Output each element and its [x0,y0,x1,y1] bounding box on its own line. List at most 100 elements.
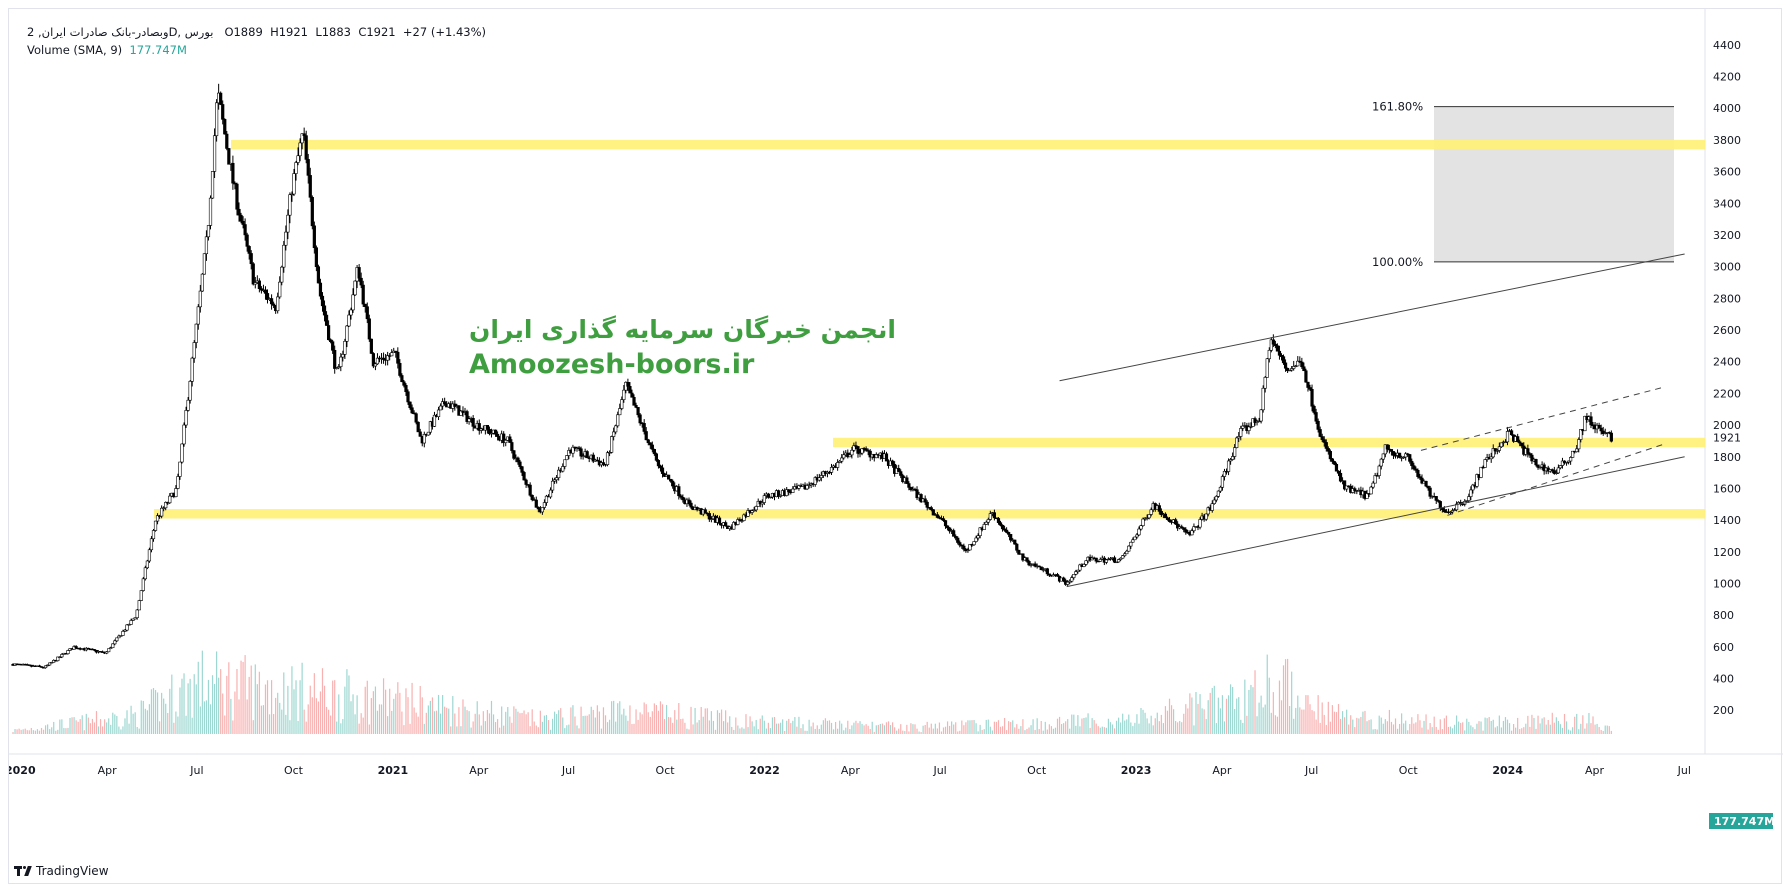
volume-bar [181,678,183,734]
volume-bar [568,724,570,734]
volume-bar [1095,723,1097,734]
candle-body [962,545,966,550]
candle-body [1198,519,1202,528]
x-tick-label: 2023 [1121,764,1152,777]
candle-body [432,414,437,427]
volume-bar [1362,711,1364,734]
candle-body [1127,545,1131,552]
candle-body [654,453,659,461]
volume-bar [191,717,193,734]
volume-bar [1535,728,1537,734]
volume-bar [816,725,818,734]
volume-bar [949,725,951,734]
candle-body [561,466,565,472]
volume-bar [399,692,401,734]
candle-body [1509,430,1514,436]
volume-bar [425,712,427,734]
candle-body [304,135,308,160]
volume-bar [543,715,546,734]
volume-bar [1413,723,1415,734]
candle-body [1147,514,1151,519]
volume-bar [1486,718,1488,734]
volume-bar [720,709,723,734]
candle-body [966,549,970,552]
volume-bar [175,711,177,734]
volume-bar [1606,725,1608,734]
candle-body [298,142,302,157]
volume-bar [110,724,112,734]
candle-body [797,485,801,489]
volume-bar [311,697,313,734]
candle-body [1499,442,1503,448]
y-tick-label: 2000 [1713,419,1741,432]
candle-body [253,282,257,285]
volume-bar [869,729,871,734]
volume-bar [993,721,996,734]
volume-bar [216,651,218,734]
volume-bar [1010,722,1012,734]
candle-body [925,501,929,508]
volume-bar [936,728,938,734]
candle-body [542,502,547,508]
volume-bar [1344,717,1346,734]
volume-bar [323,685,326,734]
candle-body [1579,429,1583,440]
volume-bar [1258,702,1260,734]
volume-bar [975,723,977,734]
volume-bar [839,720,841,734]
volume-bar [1207,700,1209,734]
volume-bar [698,720,700,734]
volume-bar [631,724,633,734]
y-tick-label: 4000 [1713,102,1741,115]
candle-body [477,423,481,431]
candle-body [414,413,418,423]
volume-bar [971,720,973,734]
candle-body [850,449,854,456]
volume-bar [195,684,197,734]
candle-body [1281,356,1286,364]
candle-body [39,666,44,668]
volume-bar [627,720,629,734]
volume-bar [1205,719,1207,734]
volume-bar [786,720,788,734]
price-chart[interactable]: 200 400 600 800 1000 1200 1400 1600 1800 2000 2200… [9,9,1783,885]
candle-body [937,517,942,519]
candle-body [1176,523,1180,529]
candle-body [984,521,988,525]
volume-bar [767,722,769,734]
volume-bar [79,719,81,734]
y-tick-label: 200 [1713,704,1734,717]
volume-bar [342,719,344,734]
candle-body [838,460,842,463]
tradingview-brand[interactable]: TradingView [14,864,109,878]
volume-bar [527,712,529,734]
candle-body [852,445,856,451]
volume-bar [651,711,653,734]
volume-bar [798,716,800,734]
candle-body [709,518,713,520]
candle-body [416,421,420,433]
volume-bar [376,710,379,734]
volume-bar [794,716,796,734]
candle-body [408,401,412,409]
candle-body [1436,500,1440,502]
candle-body [1121,555,1125,559]
candle-body [555,477,559,481]
volume-bar [617,703,619,734]
volume-bar [435,710,438,734]
volume-bar [1067,719,1069,734]
volume-bar [572,705,574,734]
volume-bar [1278,680,1281,734]
candle-body [738,519,742,522]
volume-bar [358,723,360,734]
candle-body [135,609,139,618]
volume-bar [431,697,434,734]
volume-bar [368,724,370,734]
candle-body [1265,358,1269,378]
volume-bar [625,715,627,734]
volume-bar [1561,727,1564,734]
volume-bar [1515,727,1517,734]
volume-bar [38,730,41,734]
volume-bar [1368,720,1370,734]
volume-bar [1584,728,1586,734]
